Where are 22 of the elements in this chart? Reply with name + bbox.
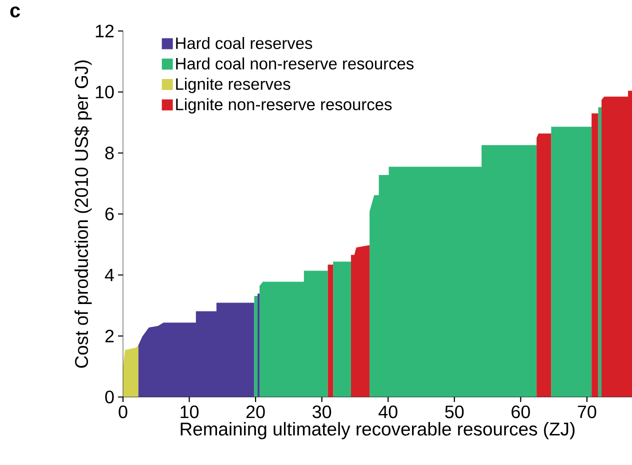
y-tick-label: 12 [96, 24, 114, 38]
x-tick-label: 50 [445, 406, 464, 418]
y-tick-label: 6 [105, 208, 114, 220]
x-axis-title: Remaining ultimately recoverable resources (ZJ) [180, 422, 574, 440]
legend-label: Lignite non-reserve resources [176, 98, 392, 114]
x-tick-label: 20 [246, 406, 265, 418]
legend-label: Hard coal reserves [176, 37, 312, 50]
x-tick-label: 0 [118, 406, 128, 418]
y-tick-label: 8 [105, 146, 114, 160]
legend-label: Lignite reserves [176, 78, 290, 94]
y-tick-label: 2 [105, 330, 114, 342]
y-tick-label: 10 [96, 86, 114, 98]
text: c [10, 6, 20, 18]
y-axis-title: Cost of production (2010 US$ per GJ) [74, 60, 92, 368]
y-tick-label: 0 [105, 390, 114, 404]
legend-label: Hard coal non-reserve resources [176, 57, 414, 70]
x-tick-label: 40 [378, 406, 398, 418]
x-tick-label: 60 [512, 406, 530, 418]
x-tick-label: 30 [312, 406, 332, 418]
x-tick-label: 70 [578, 406, 596, 418]
y-tick-label: 4 [104, 268, 114, 282]
x-tick-label: 10 [180, 406, 199, 418]
